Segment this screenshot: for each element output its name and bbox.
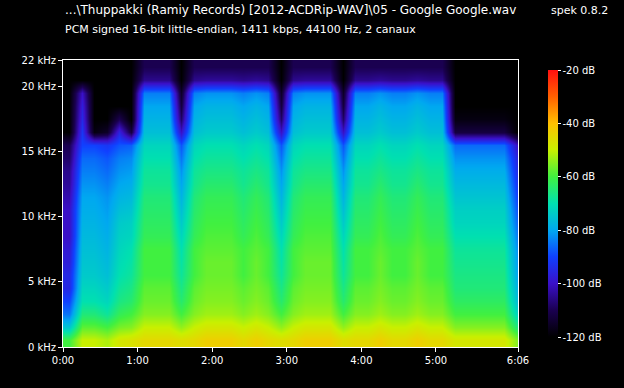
svg-text:spek 0.8.2: spek 0.8.2 xyxy=(551,4,608,17)
svg-text:15 kHz: 15 kHz xyxy=(22,146,56,157)
svg-text:-60 dB: -60 dB xyxy=(563,171,596,182)
svg-text:5 kHz: 5 kHz xyxy=(28,276,56,287)
svg-text:2:00: 2:00 xyxy=(201,355,223,366)
svg-text:PCM signed 16-bit little-endia: PCM signed 16-bit little-endian, 1411 kb… xyxy=(65,23,416,36)
svg-text:-120 dB: -120 dB xyxy=(563,332,602,343)
svg-text:0:00: 0:00 xyxy=(52,355,74,366)
svg-text:10 kHz: 10 kHz xyxy=(22,211,56,222)
svg-text:...\Thuppakki (Ramiy Records): ...\Thuppakki (Ramiy Records) [2012-ACDR… xyxy=(65,3,516,17)
svg-text:20 kHz: 20 kHz xyxy=(22,81,56,92)
svg-text:-40 dB: -40 dB xyxy=(563,118,596,129)
svg-text:-100 dB: -100 dB xyxy=(563,278,602,289)
svg-text:6:06: 6:06 xyxy=(507,355,529,366)
svg-text:3:00: 3:00 xyxy=(276,355,298,366)
svg-text:5:00: 5:00 xyxy=(425,355,447,366)
svg-text:-80 dB: -80 dB xyxy=(563,225,596,236)
svg-text:0 kHz: 0 kHz xyxy=(28,342,56,353)
svg-text:4:00: 4:00 xyxy=(350,355,372,366)
svg-text:1:00: 1:00 xyxy=(126,355,148,366)
svg-text:-20 dB: -20 dB xyxy=(563,65,596,76)
svg-text:22 kHz: 22 kHz xyxy=(22,55,56,66)
